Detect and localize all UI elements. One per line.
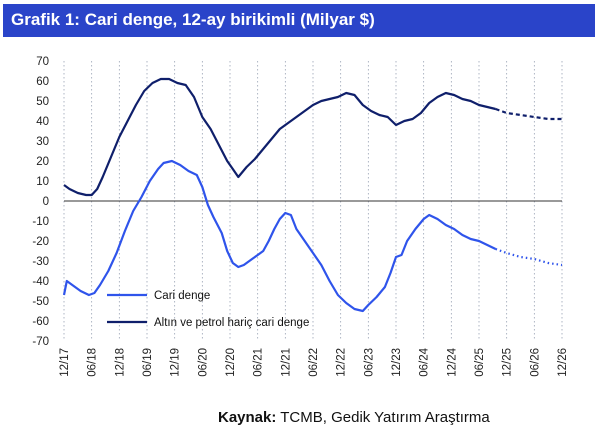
y-tick-label: 60 [36,76,49,88]
x-tick-label: 06/25 [474,348,486,377]
series-line-altin-petrol-haric [63,77,496,197]
legend-label: Altın ve petrol hariç cari denge [154,317,309,329]
y-tick-label: -40 [32,276,49,288]
y-tick-label: 50 [36,96,49,108]
x-tick-label: 12/19 [170,348,182,377]
x-tick-label: 12/22 [336,348,348,377]
y-tick-label: -30 [32,256,49,268]
x-tick-label: 06/21 [253,348,265,377]
y-tick-label: 30 [36,136,49,148]
x-tick-label: 06/18 [87,348,99,377]
y-tick-label: -60 [32,316,49,328]
x-tick-label: 06/19 [142,348,154,377]
x-tick-label: 12/24 [446,347,458,376]
series-line-cari-denge [62,159,497,313]
y-tick-label: 0 [43,196,49,208]
x-tick-label: 12/20 [225,348,237,377]
y-tick-label: 20 [36,156,49,168]
y-tick-label: -70 [32,336,49,348]
chart-title: Grafik 1: Cari denge, 12-ay birikimli (M… [11,10,375,29]
x-tick-label: 12/21 [280,348,292,377]
line-chart: 70 60 50 40 30 20 10 0 -10 -20 -30 -40 -50 -60 -70 12/1… [32,56,569,377]
source-label: Kaynak: [218,409,277,426]
source-note: Kaynak: TCMB, Gedik Yatırım Araştırma [218,409,490,426]
series-forecast-altin-petrol-haric [495,107,562,121]
x-tick-label: 06/24 [419,347,431,376]
x-tick-label: 12/17 [59,348,71,377]
x-tick-label: 12/18 [114,348,126,377]
x-tick-label: 12/25 [502,348,514,377]
y-tick-label: 40 [36,116,49,128]
x-tick-label: 12/23 [391,348,403,377]
y-tick-label: -50 [32,296,49,308]
x-tick-label: 06/23 [363,348,375,377]
y-tick-label: -20 [32,236,49,248]
y-tick-label: 10 [36,176,49,188]
x-tick-label: 06/20 [197,348,209,377]
x-tick-label: 12/26 [557,348,569,377]
series-forecast-cari-denge [495,247,563,267]
x-tick-label: 06/22 [308,348,320,377]
source-text: TCMB, Gedik Yatırım Araştırma [276,409,490,426]
y-tick-label: 70 [36,56,49,68]
x-tick-label: 06/26 [529,348,541,377]
y-tick-label: -10 [32,216,49,228]
legend-label: Cari denge [154,290,210,302]
chart-title-bar: Grafik 1: Cari denge, 12-ay birikimli (M… [3,4,595,37]
